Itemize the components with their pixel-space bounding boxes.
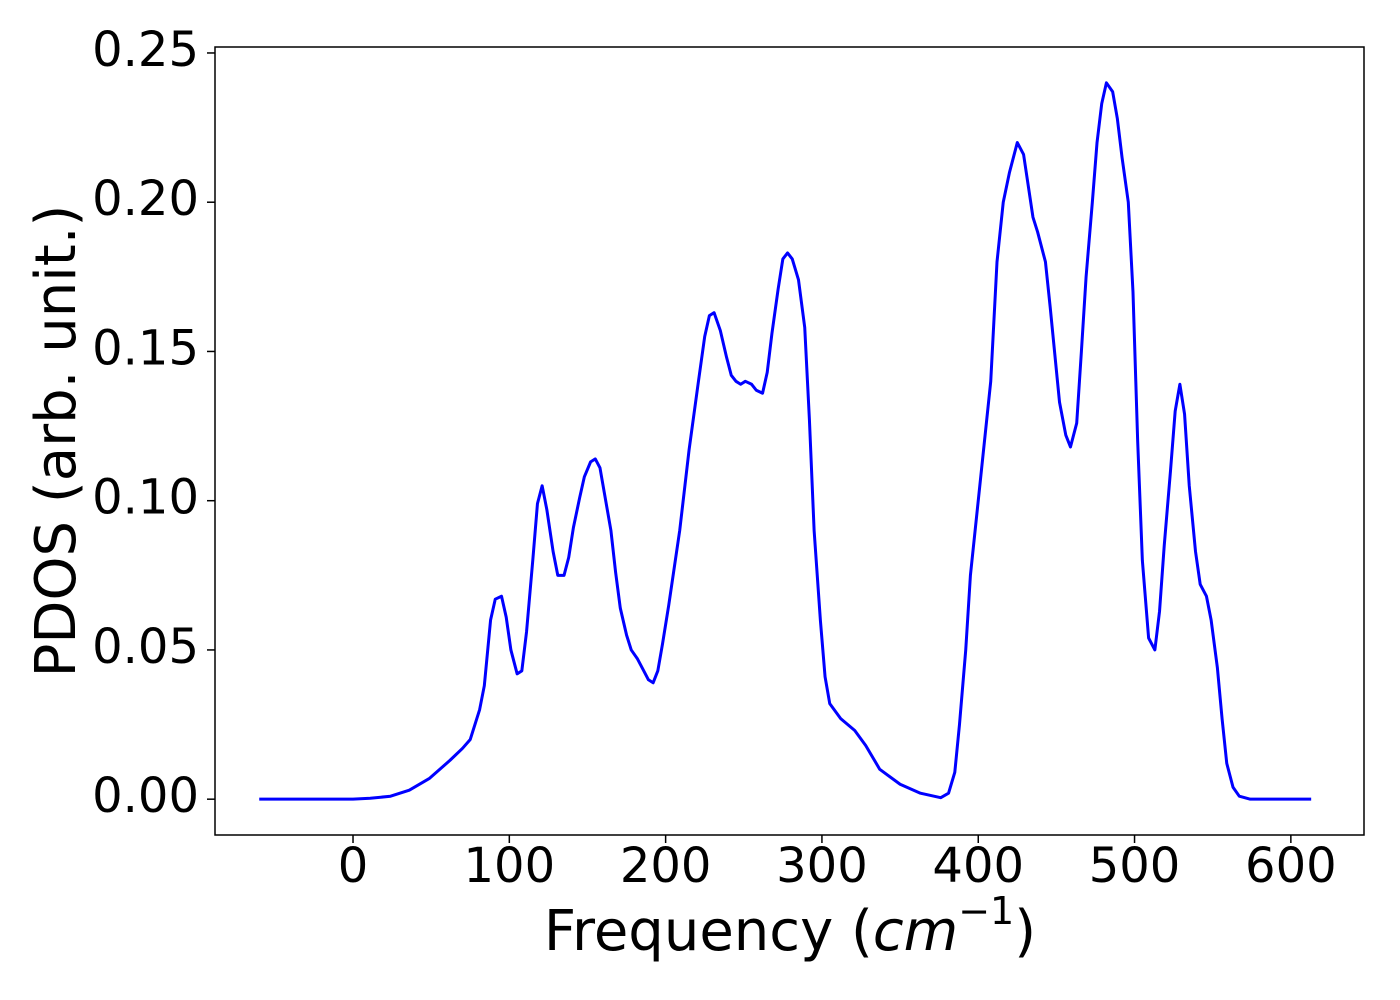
x-axis-label: Frequency (cm−1) <box>544 889 1036 965</box>
x-tick-label: 500 <box>1089 838 1181 894</box>
x-tick-label: 300 <box>776 838 868 894</box>
y-tick-label: 0.25 <box>92 22 199 78</box>
y-tick-label: 0.00 <box>92 768 199 824</box>
x-label-part: cm <box>873 899 958 964</box>
x-tick-label: 200 <box>620 838 712 894</box>
x-tick-label: 0 <box>338 838 369 894</box>
x-tick-label: 600 <box>1245 838 1337 894</box>
y-axis-label: PDOS (arb. unit.) <box>24 205 89 678</box>
x-tick-label: 400 <box>932 838 1024 894</box>
y-tick-label: 0.20 <box>92 171 199 227</box>
x-label-part: −1 <box>958 889 1014 933</box>
y-tick-label: 0.05 <box>92 619 199 675</box>
data-line <box>259 81 1312 801</box>
y-tick-label: 0.10 <box>92 470 199 526</box>
x-label-part: Frequency ( <box>544 899 873 964</box>
y-tick-label: 0.15 <box>92 320 199 376</box>
x-label-part: ) <box>1014 899 1036 964</box>
plot-frame <box>214 46 1365 836</box>
x-tick-label: 100 <box>464 838 556 894</box>
